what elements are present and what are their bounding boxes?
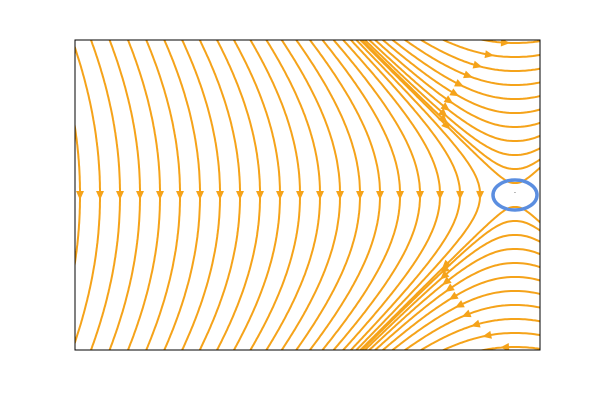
arrow-head (156, 190, 165, 200)
arrow-head (256, 190, 265, 200)
arrow-head (436, 190, 445, 200)
arrow-head (376, 190, 385, 200)
arrow-head (484, 50, 495, 59)
annotation: - (514, 190, 516, 197)
streamline (126, 40, 161, 350)
arrow-head (449, 88, 460, 97)
streamline (89, 40, 121, 350)
arrow-head (454, 79, 464, 87)
arrow-head (500, 40, 510, 47)
arrow-head (196, 190, 205, 200)
arrow-head (236, 190, 245, 200)
arrow-head (336, 190, 345, 200)
marker-ellipse (491, 178, 539, 212)
arrow-head (438, 108, 448, 118)
arrow-head (76, 190, 85, 200)
streamline (108, 40, 141, 350)
arrow-head (440, 264, 450, 274)
arrow-head (216, 190, 225, 200)
arrow-head (356, 190, 365, 200)
arrow-head (441, 120, 451, 130)
arrow-head (176, 190, 185, 200)
arrow-head (472, 60, 483, 69)
streamline (295, 40, 361, 350)
arrow-head (443, 95, 454, 104)
arrow-head (470, 319, 481, 328)
streamlines (75, 40, 540, 350)
arrow-head (276, 190, 285, 200)
arrow-head (440, 102, 450, 111)
arrow-head (442, 276, 452, 286)
arrow-head (136, 190, 145, 200)
arrow-head (296, 190, 305, 200)
streamline (367, 248, 540, 350)
arrow-head (396, 190, 405, 200)
streamline (145, 40, 181, 350)
arrow-head (448, 291, 459, 300)
plot-frame (74, 39, 541, 351)
arrow-head (500, 343, 510, 350)
streamline (280, 40, 341, 350)
arrow-head (476, 190, 485, 200)
streamline (265, 40, 321, 350)
arrow-head (482, 330, 492, 339)
streamline (367, 40, 540, 142)
arrow-head (461, 309, 472, 318)
arrow-head (463, 70, 473, 79)
arrow-head (96, 190, 105, 200)
arrow-head (116, 190, 125, 200)
arrow-head (438, 114, 448, 124)
arrow-head (454, 300, 465, 308)
streamline (363, 234, 540, 350)
arrow-head (316, 190, 325, 200)
arrow-head (445, 283, 455, 292)
arrow-head (416, 190, 425, 200)
arrow-head (456, 190, 465, 200)
